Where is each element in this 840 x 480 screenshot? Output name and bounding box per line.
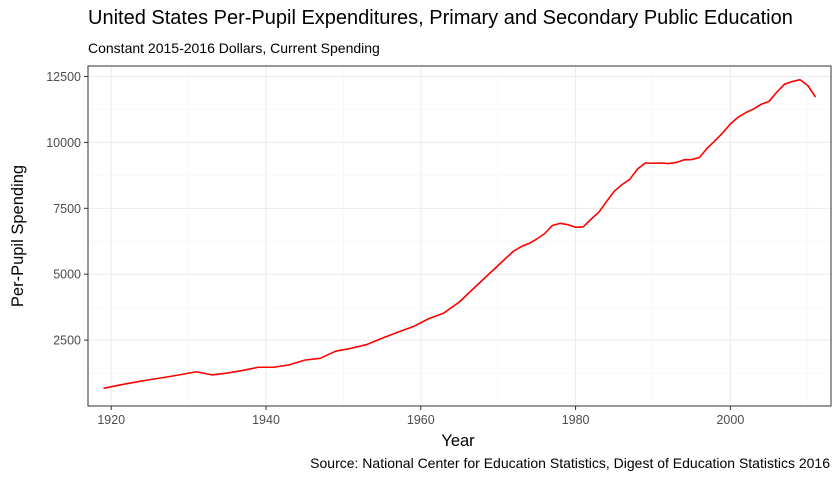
y-tick-label: 5000 — [53, 268, 81, 282]
x-tick-label: 2000 — [716, 413, 744, 427]
x-tick-label: 1920 — [97, 413, 125, 427]
chart-caption: Source: National Center for Education St… — [310, 455, 830, 471]
y-tick-label: 2500 — [53, 334, 81, 348]
series-layer — [103, 78, 817, 390]
x-tick-label: 1960 — [407, 413, 435, 427]
x-axis: 1920 1940 1960 1980 2000 — [97, 406, 744, 427]
x-tick-label: 1940 — [252, 413, 280, 427]
x-axis-title: Year — [441, 432, 475, 450]
y-axis: 2500 5000 7500 10000 12500 — [46, 70, 88, 348]
chart-title: United States Per-Pupil Expenditures, Pr… — [88, 7, 793, 29]
y-tick-label: 10000 — [46, 136, 81, 150]
y-tick-label: 12500 — [46, 70, 81, 84]
plot-panel-border — [87, 65, 832, 407]
series-line — [103, 78, 817, 390]
major-gridlines — [88, 66, 831, 406]
y-axis-title: Per-Pupil Spending — [9, 165, 27, 307]
minor-gridlines — [88, 66, 831, 406]
chart-subtitle: Constant 2015-2016 Dollars, Current Spen… — [88, 40, 380, 56]
x-tick-label: 1980 — [562, 413, 590, 427]
y-tick-label: 7500 — [53, 202, 81, 216]
